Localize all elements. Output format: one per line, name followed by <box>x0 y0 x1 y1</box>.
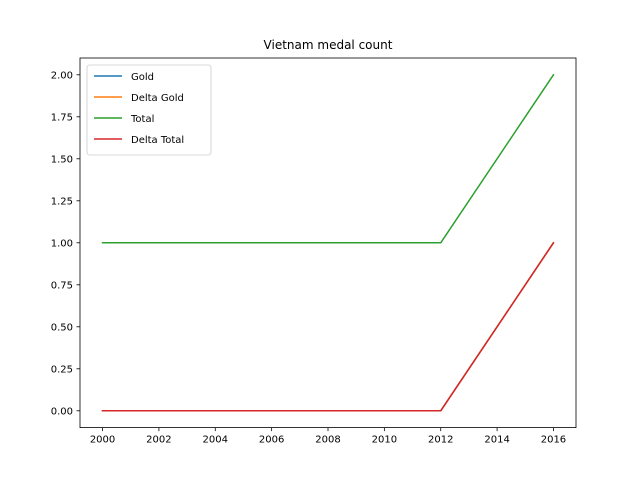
x-tick-label: 2002 <box>146 435 171 446</box>
x-tick-label: 2012 <box>428 435 453 446</box>
x-tick-label: 2008 <box>315 435 340 446</box>
y-axis-ticks: 0.00 0.25 0.50 0.75 1.00 1.25 1.50 1.75 2.00 <box>51 70 80 417</box>
legend: Gold Delta Gold Total Delta Total <box>86 64 212 156</box>
y-tick-label: 1.50 <box>51 154 73 165</box>
legend-label: Gold <box>131 72 154 83</box>
y-tick-label: 0.75 <box>51 280 73 291</box>
y-tick-label: 1.00 <box>51 238 73 249</box>
x-tick-label: 2006 <box>259 435 284 446</box>
x-tick-label: 2016 <box>541 435 566 446</box>
x-tick-label: 2010 <box>372 435 397 446</box>
x-tick-label: 2000 <box>90 435 115 446</box>
y-tick-label: 0.25 <box>51 364 73 375</box>
y-tick-label: 0.00 <box>51 406 73 417</box>
y-tick-label: 0.50 <box>51 322 73 333</box>
series-line-delta-total <box>101 241 555 412</box>
legend-box <box>86 64 212 156</box>
series-lines <box>101 73 555 412</box>
legend-label: Total <box>130 114 154 125</box>
y-tick-label: 1.25 <box>51 196 73 207</box>
series-line-total <box>101 73 555 244</box>
legend-label: Delta Gold <box>131 93 184 104</box>
x-tick-label: 2014 <box>484 435 509 446</box>
legend-label: Delta Total <box>131 135 184 146</box>
plot-frame <box>79 57 577 429</box>
x-tick-label: 2004 <box>203 435 228 446</box>
y-tick-label: 1.75 <box>51 112 73 123</box>
y-tick-label: 2.00 <box>51 70 73 81</box>
x-axis-ticks: 2000 2002 2004 2006 2008 2010 2012 2014 2016 <box>90 427 566 446</box>
chart-title: Vietnam medal count <box>264 38 393 52</box>
